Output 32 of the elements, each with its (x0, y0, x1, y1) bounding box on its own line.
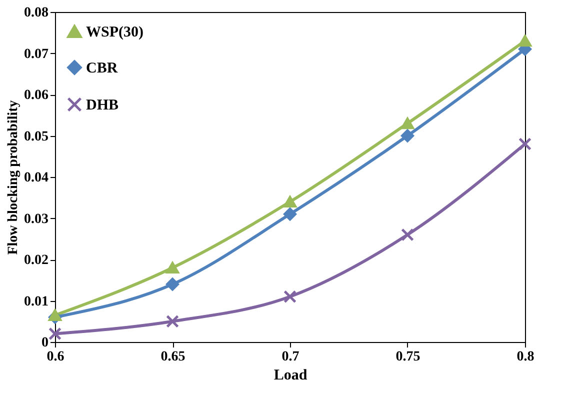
y-tick-label: 0.02 (24, 253, 48, 268)
legend-label: CBR (86, 60, 118, 76)
y-tick-label: 0.06 (24, 88, 48, 103)
legend-label: DHB (86, 98, 119, 114)
x-tick-label: 0.7 (282, 350, 300, 364)
x-tick-label: 0.6 (46, 350, 64, 364)
point (166, 262, 179, 274)
point (284, 196, 296, 208)
x-tick-label: 0.8 (516, 350, 534, 364)
point (166, 278, 179, 291)
y-tick-label: 0.05 (24, 129, 48, 144)
y-tick-label: 0 (42, 336, 48, 350)
point (284, 208, 296, 221)
point (401, 129, 414, 142)
point (518, 35, 532, 47)
point (166, 314, 179, 328)
point (48, 327, 62, 340)
x-tick-label: 0.65 (160, 350, 186, 364)
legend-label: WSP(30) (86, 24, 144, 40)
point (401, 228, 414, 242)
y-axis-title: Flow blocking probability (6, 100, 21, 255)
y-tick-label: 0.03 (24, 212, 48, 227)
x-axis-title: Load (274, 368, 308, 384)
point (48, 309, 62, 321)
y-tick-label: 0.07 (24, 46, 48, 62)
point (518, 138, 532, 150)
y-tick-label: 0.04 (24, 170, 48, 186)
y-tick-label: 0.01 (24, 294, 48, 310)
point (401, 118, 414, 130)
point (284, 290, 296, 304)
x-tick-label: 0.75 (396, 350, 420, 364)
y-tick-label: 0.08 (24, 6, 48, 20)
